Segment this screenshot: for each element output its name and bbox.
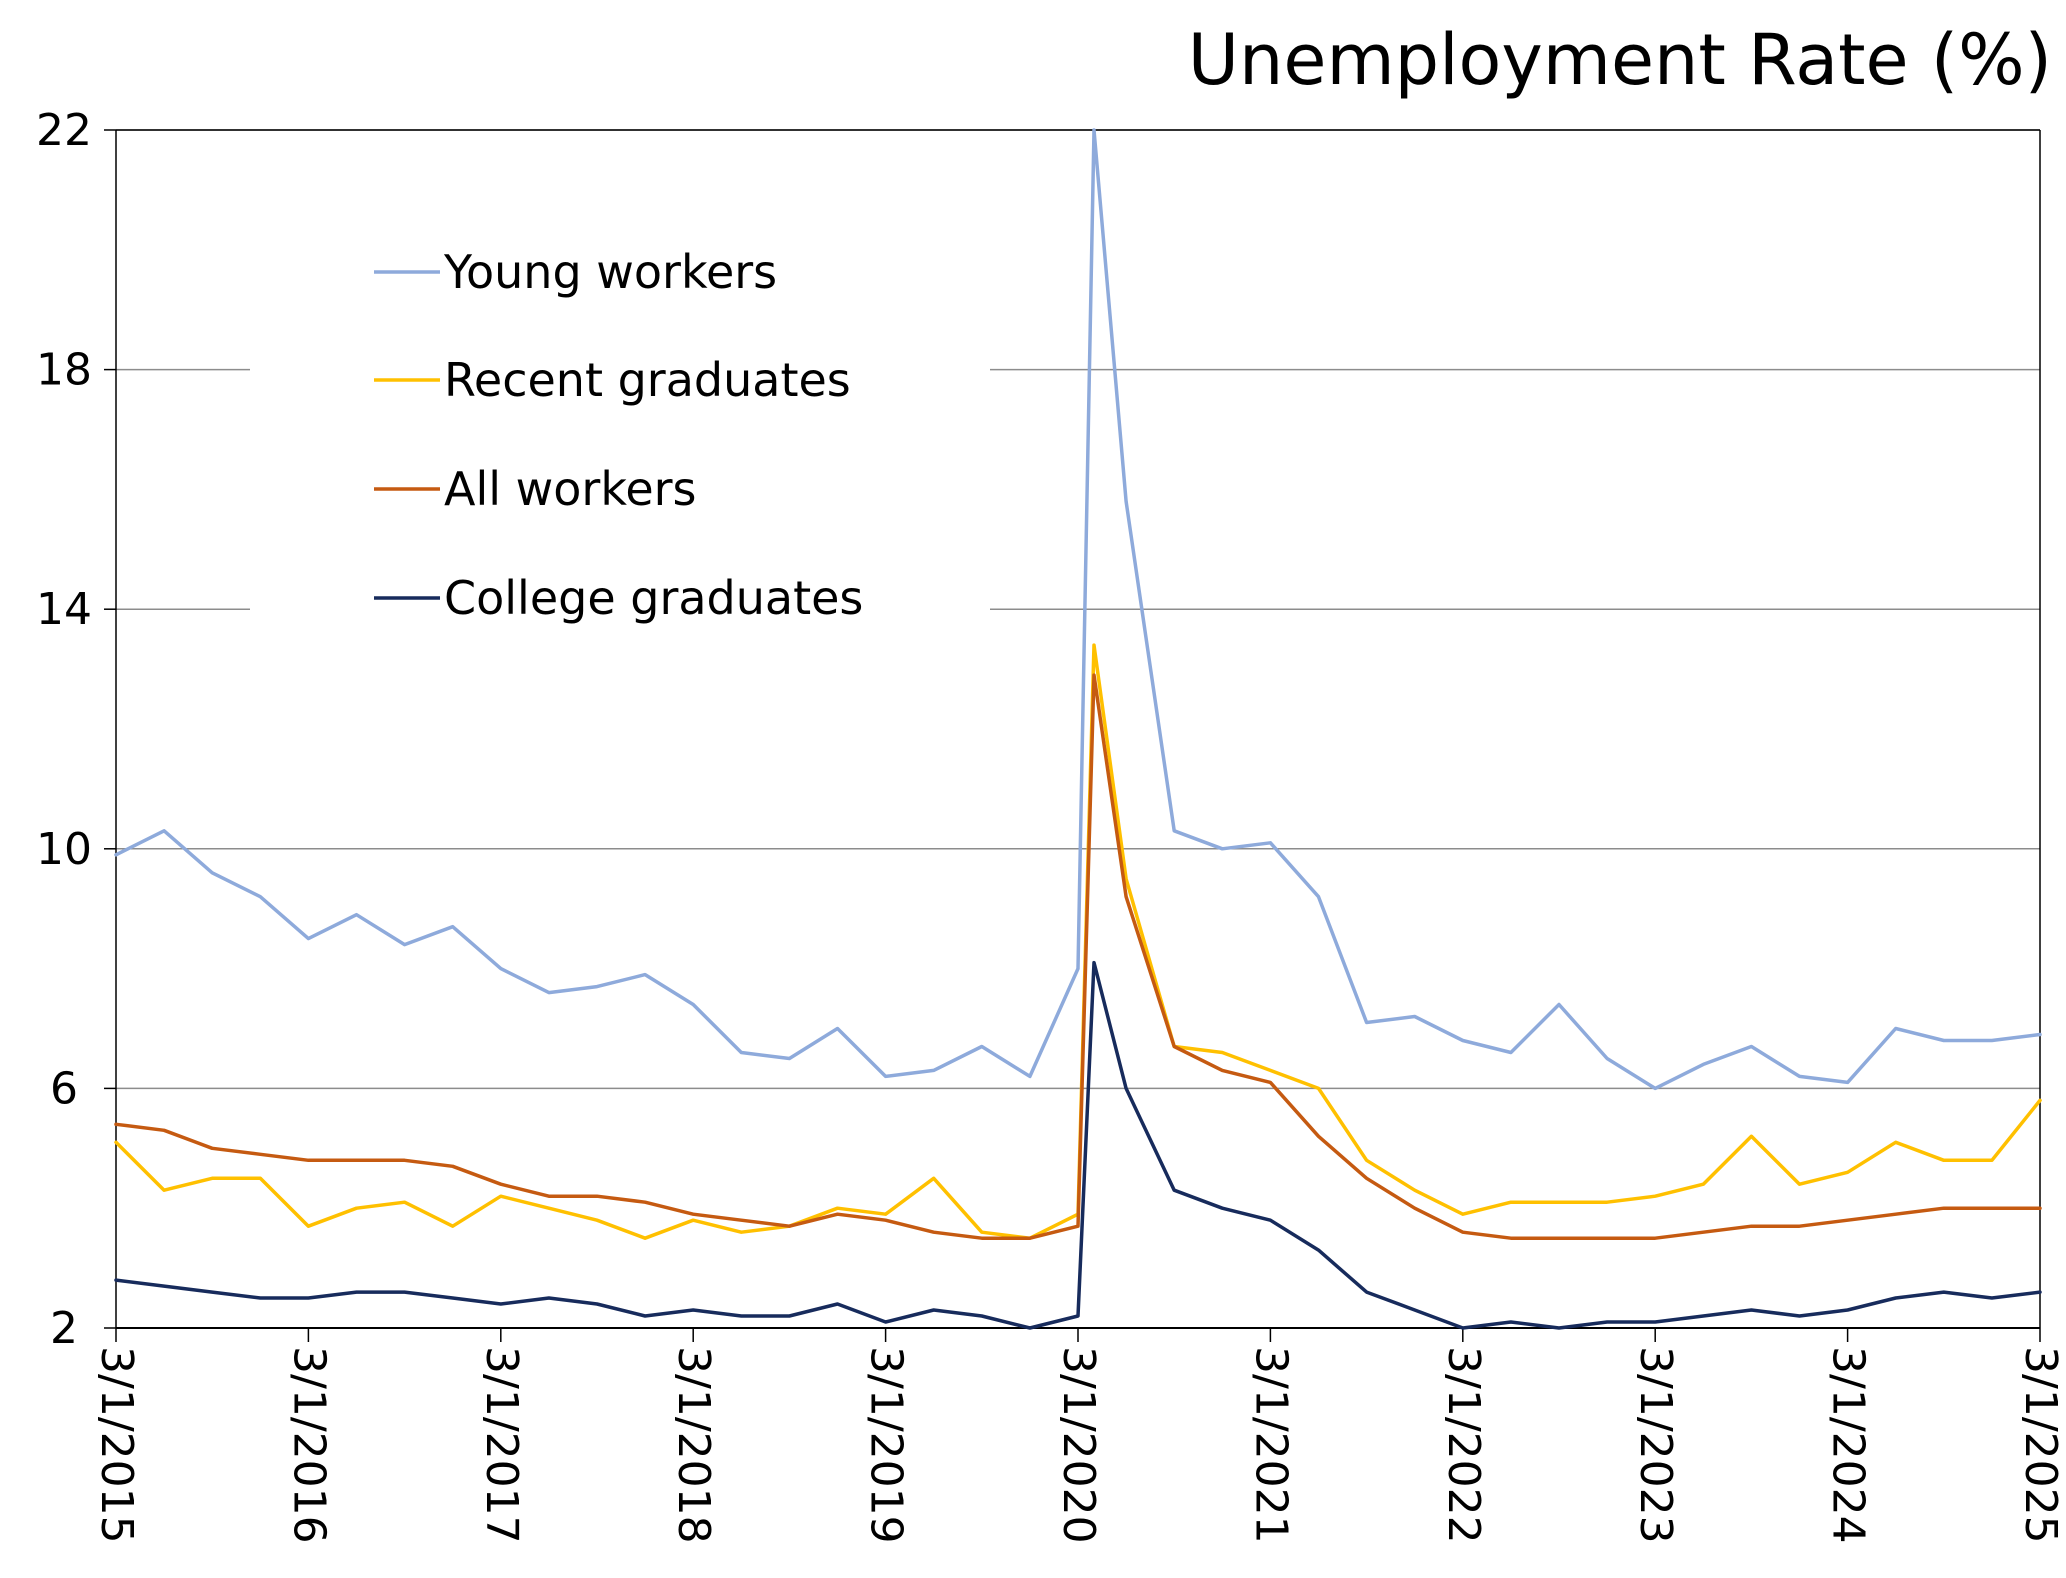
ytick-label: 22 bbox=[36, 105, 92, 156]
ytick-label: 6 bbox=[50, 1063, 78, 1114]
ytick-label: 2 bbox=[50, 1303, 78, 1354]
ytick-label: 10 bbox=[36, 824, 92, 875]
series-line-young-workers bbox=[114, 128, 2042, 1091]
legend: Young workers Recent graduates All workers… bbox=[250, 228, 990, 638]
series-lines bbox=[114, 128, 2042, 1330]
series-line-all-workers bbox=[114, 673, 2042, 1240]
xtick-label: 3/1/2024 bbox=[1823, 1346, 1874, 1544]
axes: 2 6 10 14 18 22 3/1/2015 3/1/2016 3/1/2017 3/1/20… bbox=[36, 105, 2066, 1544]
chart-title: Unemployment Rate (%) bbox=[1188, 19, 2052, 101]
legend-background bbox=[250, 228, 990, 638]
xtick-label: 3/1/2015 bbox=[91, 1346, 142, 1544]
xtick-label: 3/1/2022 bbox=[1438, 1346, 1489, 1544]
xtick-label: 3/1/2016 bbox=[283, 1346, 334, 1544]
xtick-label: 3/1/2025 bbox=[2015, 1346, 2066, 1544]
xtick-label: 3/1/2017 bbox=[476, 1346, 527, 1544]
legend-label-recent-graduates: Recent graduates bbox=[444, 353, 851, 407]
xtick-label: 3/1/2023 bbox=[1630, 1346, 1681, 1544]
xtick-label: 3/1/2019 bbox=[861, 1346, 912, 1544]
legend-label-all-workers: All workers bbox=[444, 462, 697, 516]
xtick-label: 3/1/2020 bbox=[1053, 1346, 1104, 1544]
xtick-label: 3/1/2021 bbox=[1245, 1346, 1296, 1544]
legend-label-young-workers: Young workers bbox=[443, 245, 777, 299]
ytick-label: 14 bbox=[36, 584, 92, 635]
xtick-label: 3/1/2018 bbox=[668, 1346, 719, 1544]
ytick-label: 18 bbox=[36, 345, 92, 396]
legend-label-college-graduates: College graduates bbox=[444, 571, 863, 625]
series-line-college-graduates bbox=[114, 960, 2042, 1330]
